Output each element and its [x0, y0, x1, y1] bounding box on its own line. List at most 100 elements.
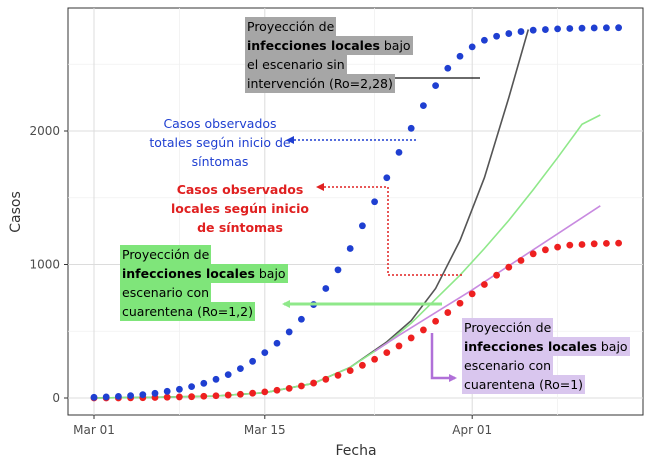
- data-point: [590, 240, 598, 248]
- data-point: [273, 386, 281, 394]
- data-point: [285, 384, 293, 392]
- data-point: [603, 24, 610, 32]
- data-point: [371, 198, 378, 206]
- annotation-blue: Casos observados totales según inicio de s…: [120, 114, 320, 171]
- arrow-purple: [430, 333, 457, 382]
- annotation-line: intervención (Ro=2,28): [245, 74, 395, 93]
- y-tick-label: 1000: [29, 258, 60, 272]
- data-point: [200, 392, 208, 400]
- annotation-gray: Proyección de infecciones locales bajo el…: [245, 17, 413, 93]
- annotation-green: Proyección de infecciones locales bajo esc…: [120, 245, 288, 321]
- data-point: [200, 379, 208, 387]
- annotation-line: infecciones locales bajo: [245, 36, 413, 55]
- y-tick-label: 2000: [29, 124, 60, 138]
- data-point: [517, 28, 525, 35]
- data-point: [359, 222, 366, 230]
- data-point: [176, 385, 183, 393]
- data-point: [578, 24, 586, 32]
- data-point: [273, 339, 281, 347]
- data-point: [432, 82, 439, 90]
- annotation-bold-text: infecciones locales: [247, 38, 380, 53]
- data-point: [102, 393, 110, 401]
- data-point: [298, 382, 305, 390]
- data-point: [566, 241, 574, 249]
- annotation-line: cuarentena (Ro=1): [462, 375, 586, 394]
- data-point: [542, 26, 549, 33]
- annotation-line: locales según inicio: [170, 201, 310, 216]
- annotation-line: Proyección de: [120, 245, 212, 264]
- data-point: [420, 326, 427, 334]
- annotation-line: escenario con: [120, 283, 212, 302]
- data-point: [395, 342, 403, 350]
- data-point: [493, 32, 500, 40]
- data-point: [151, 389, 159, 397]
- data-point: [334, 266, 342, 274]
- data-point: [493, 271, 500, 279]
- data-point: [383, 349, 391, 357]
- data-point: [468, 43, 476, 51]
- data-point: [468, 290, 476, 298]
- data-point: [407, 124, 415, 132]
- data-point: [505, 263, 513, 271]
- annotation-line: de síntomas: [197, 220, 283, 235]
- data-point: [237, 390, 244, 398]
- data-point: [383, 174, 391, 182]
- data-point: [554, 243, 561, 251]
- series-4: [374, 205, 601, 352]
- annotation-line: cuarentena (Ro=1,2): [120, 302, 255, 321]
- x-tick-label: Mar 15: [244, 423, 286, 437]
- data-point: [285, 328, 293, 336]
- annotation-line: totales según inicio de: [149, 135, 291, 150]
- series-3: [93, 114, 601, 399]
- data-point: [127, 392, 134, 399]
- data-point: [615, 24, 622, 32]
- data-point: [407, 334, 415, 342]
- data-point: [334, 371, 342, 379]
- annotation-line: infecciones locales bajo: [120, 264, 288, 283]
- data-point: [212, 375, 220, 383]
- data-point: [529, 26, 537, 34]
- data-point: [420, 102, 427, 110]
- axes: 0 1000 2000 Mar 01 Mar 15 Apr 01: [29, 124, 492, 437]
- data-point: [456, 52, 464, 60]
- data-point: [90, 393, 98, 401]
- data-point: [115, 392, 122, 400]
- data-point: [322, 285, 330, 292]
- data-point: [176, 393, 183, 401]
- annotation-purple: Proyección de infecciones locales bajo esc…: [462, 318, 630, 394]
- data-point: [139, 391, 147, 399]
- series-line: [93, 114, 601, 399]
- annotation-line: Proyección de: [462, 318, 554, 337]
- annotation-line: síntomas: [191, 154, 249, 169]
- data-point: [444, 64, 452, 72]
- data-point: [188, 393, 196, 401]
- y-axis-title: Casos: [8, 191, 24, 233]
- annotation-red: Casos observados locales según inicio de s…: [155, 180, 325, 237]
- data-point: [298, 315, 305, 323]
- data-point: [481, 281, 488, 288]
- data-point: [249, 389, 256, 397]
- annotation-bold-text: infecciones locales: [122, 266, 255, 281]
- data-point: [188, 383, 196, 391]
- annotation-bold-text: infecciones locales: [464, 339, 597, 354]
- data-point: [456, 299, 464, 307]
- data-point: [346, 245, 354, 252]
- data-point: [224, 371, 232, 379]
- data-point: [481, 36, 488, 44]
- data-point: [371, 355, 378, 363]
- annotation-arrows: [282, 74, 480, 382]
- data-point: [249, 357, 256, 365]
- data-point: [542, 246, 549, 254]
- data-point: [237, 365, 244, 373]
- data-point: [529, 250, 537, 258]
- data-point: [359, 361, 366, 369]
- data-point: [395, 148, 403, 156]
- x-axis-title: Fecha: [335, 443, 376, 459]
- series-line: [374, 205, 601, 352]
- arrow-red: [316, 183, 462, 276]
- data-point: [346, 367, 354, 375]
- data-point: [444, 309, 452, 316]
- data-point: [603, 240, 610, 247]
- annotation-line: Casos observados: [163, 116, 277, 131]
- data-point: [590, 24, 598, 32]
